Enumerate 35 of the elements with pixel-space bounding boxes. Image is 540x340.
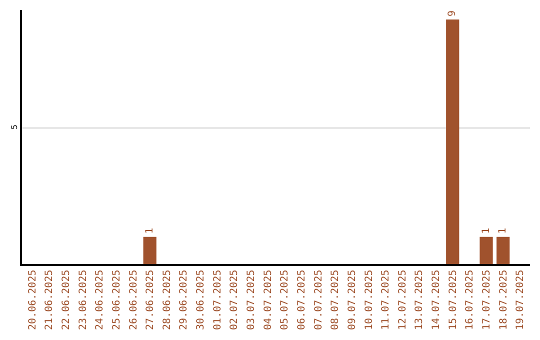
x-tick-label: 21.06.2025 bbox=[44, 270, 56, 330]
x-tick-label: 19.07.2025 bbox=[515, 270, 526, 330]
x-tick-label: 30.06.2025 bbox=[196, 270, 207, 330]
x-tick-label: 03.07.2025 bbox=[246, 270, 258, 330]
x-tick-label: 22.06.2025 bbox=[60, 270, 72, 330]
x-tick-label: 04.07.2025 bbox=[262, 270, 274, 330]
x-tick-label: 15.07.2025 bbox=[448, 270, 459, 330]
data-label: 1 bbox=[498, 228, 509, 234]
data-label: 1 bbox=[144, 228, 156, 234]
x-tick-label: 08.07.2025 bbox=[330, 270, 342, 330]
x-tick-label: 17.07.2025 bbox=[482, 270, 493, 330]
x-tick-label: 29.06.2025 bbox=[178, 270, 190, 330]
x-tick-label: 28.06.2025 bbox=[162, 270, 173, 330]
x-tick-label: 18.07.2025 bbox=[498, 270, 510, 330]
x-tick-label: 11.07.2025 bbox=[380, 270, 392, 330]
x-tick-label: 01.07.2025 bbox=[212, 270, 224, 330]
data-label: 9 bbox=[447, 10, 458, 17]
x-tick-label: 02.07.2025 bbox=[229, 270, 240, 330]
x-tick-label: 25.06.2025 bbox=[111, 270, 122, 330]
x-tick-label: 24.06.2025 bbox=[94, 270, 106, 330]
x-tick-label: 07.07.2025 bbox=[313, 270, 324, 330]
x-tick-label: 23.06.2025 bbox=[78, 270, 89, 330]
x-tick-label: 06.07.2025 bbox=[296, 270, 308, 330]
x-tick-label: 10.07.2025 bbox=[364, 270, 375, 330]
x-tick-label: 12.07.2025 bbox=[397, 270, 408, 330]
y-tick-label: 5 bbox=[10, 124, 20, 130]
data-label: 1 bbox=[480, 228, 492, 234]
x-tick-label: 13.07.2025 bbox=[414, 270, 426, 330]
x-tick-label: 05.07.2025 bbox=[280, 270, 291, 330]
x-tick-label: 20.06.2025 bbox=[27, 270, 38, 330]
x-tick-label: 14.07.2025 bbox=[431, 270, 442, 330]
x-tick-label: 09.07.2025 bbox=[346, 270, 358, 330]
x-tick-label: 27.06.2025 bbox=[145, 270, 156, 330]
x-tick-label: 26.06.2025 bbox=[128, 270, 140, 330]
x-tick-label: 16.07.2025 bbox=[464, 270, 476, 330]
